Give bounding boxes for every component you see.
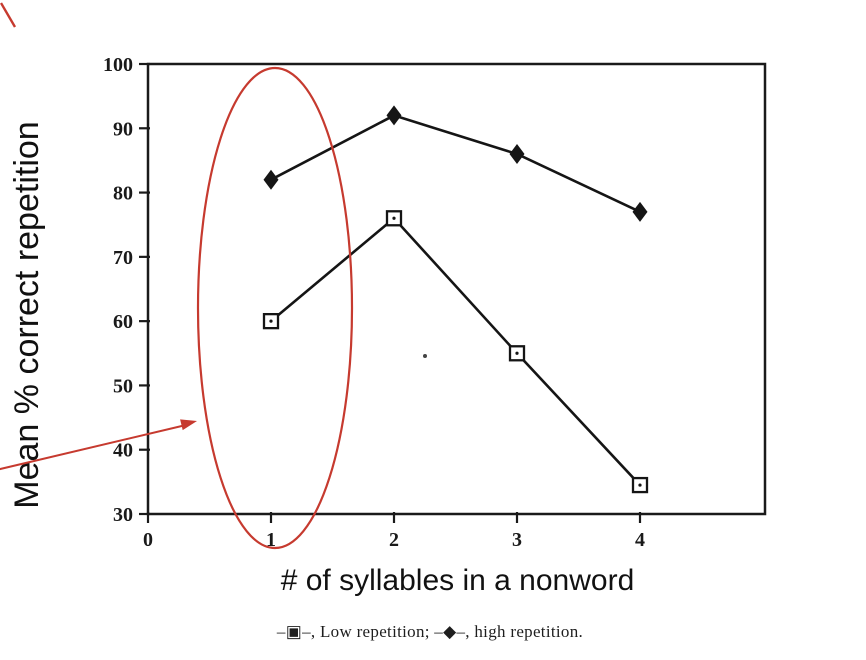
marker-filled-diamond: [263, 169, 279, 190]
x-tick-label: 2: [389, 529, 399, 551]
x-tick-label: 0: [143, 529, 153, 551]
y-tick-label: 100: [103, 54, 133, 76]
marker-center-dot: [638, 483, 642, 487]
x-tick-label: 4: [635, 529, 645, 551]
y-tick-label: 80: [113, 183, 133, 205]
y-tick-label: 50: [113, 375, 133, 397]
y-tick-label: 60: [113, 311, 133, 333]
highlight-ellipse: [196, 66, 354, 550]
chart-legend: –▣–, Low repetition; –◆–, high repetitio…: [276, 622, 584, 641]
marker-center-dot: [515, 351, 519, 355]
marker-filled-diamond: [509, 144, 525, 164]
corner-red-mark: [0, 2, 17, 28]
marker-center-dot: [392, 216, 396, 220]
y-tick-label: 40: [113, 440, 133, 462]
x-axis-label: # of syllables in a nonword: [280, 564, 635, 597]
x-tick-label: 1: [266, 529, 276, 551]
series-line-low-repetition: [270, 216, 641, 486]
y-tick-label: 70: [113, 247, 133, 269]
marker-center-dot: [269, 319, 273, 323]
y-tick-label: 30: [113, 504, 133, 526]
y-tick-label: 90: [113, 118, 133, 140]
marker-filled-diamond: [386, 105, 402, 126]
scan-speck: [423, 354, 427, 358]
x-tick-label: 3: [512, 529, 522, 551]
marker-filled-diamond: [632, 201, 648, 222]
annotation-arrowhead: [180, 419, 197, 431]
plot-border: [146, 62, 767, 516]
annotation-arrow: [0, 424, 187, 471]
